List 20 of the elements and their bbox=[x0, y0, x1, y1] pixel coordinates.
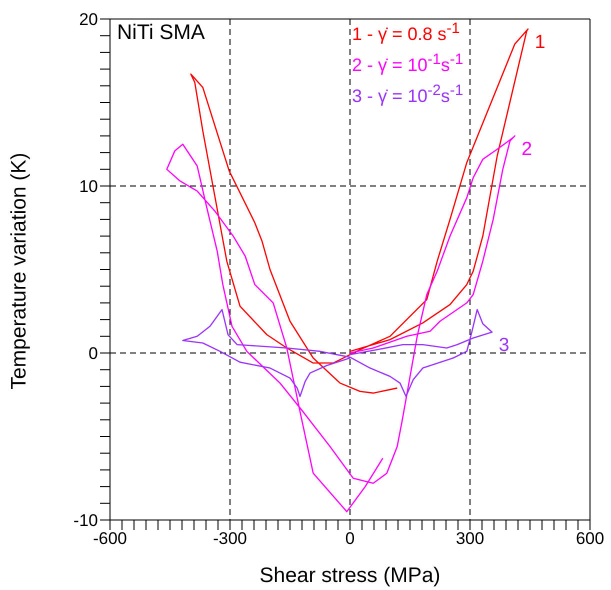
annotation: 3 bbox=[498, 335, 510, 356]
annotation: 1 bbox=[534, 32, 546, 54]
line-series bbox=[166, 135, 516, 512]
x-tick-label: 0 bbox=[345, 529, 355, 548]
line-series bbox=[182, 308, 493, 398]
y-tick-label: 10 bbox=[79, 177, 98, 196]
y-tick-label: 20 bbox=[79, 10, 98, 30]
x-axis-title: Shear stress (MPa) bbox=[260, 564, 440, 587]
text: 1 - γ̇ = 0.8 s$^{-1}$ bbox=[352, 19, 461, 46]
y-tick-label: -10 bbox=[73, 511, 98, 530]
text: 3 - γ̇ = 10$^{-2}$s$^{-1}$ bbox=[352, 81, 464, 108]
annotation: 2 bbox=[522, 138, 532, 160]
y-tick-label: 0 bbox=[88, 344, 98, 364]
x-tick-label: -600 bbox=[92, 529, 128, 548]
text: 2 - γ̇ = 10$^{-1}$s$^{-1}$ bbox=[352, 50, 464, 77]
annotation: NiTi SMA bbox=[115, 21, 207, 45]
x-tick-label: 300 bbox=[456, 529, 484, 548]
x-tick-label: 600 bbox=[576, 529, 604, 548]
x-tick-label: -300 bbox=[212, 529, 248, 548]
y-axis-title: Temperature variation (K) bbox=[7, 152, 30, 390]
